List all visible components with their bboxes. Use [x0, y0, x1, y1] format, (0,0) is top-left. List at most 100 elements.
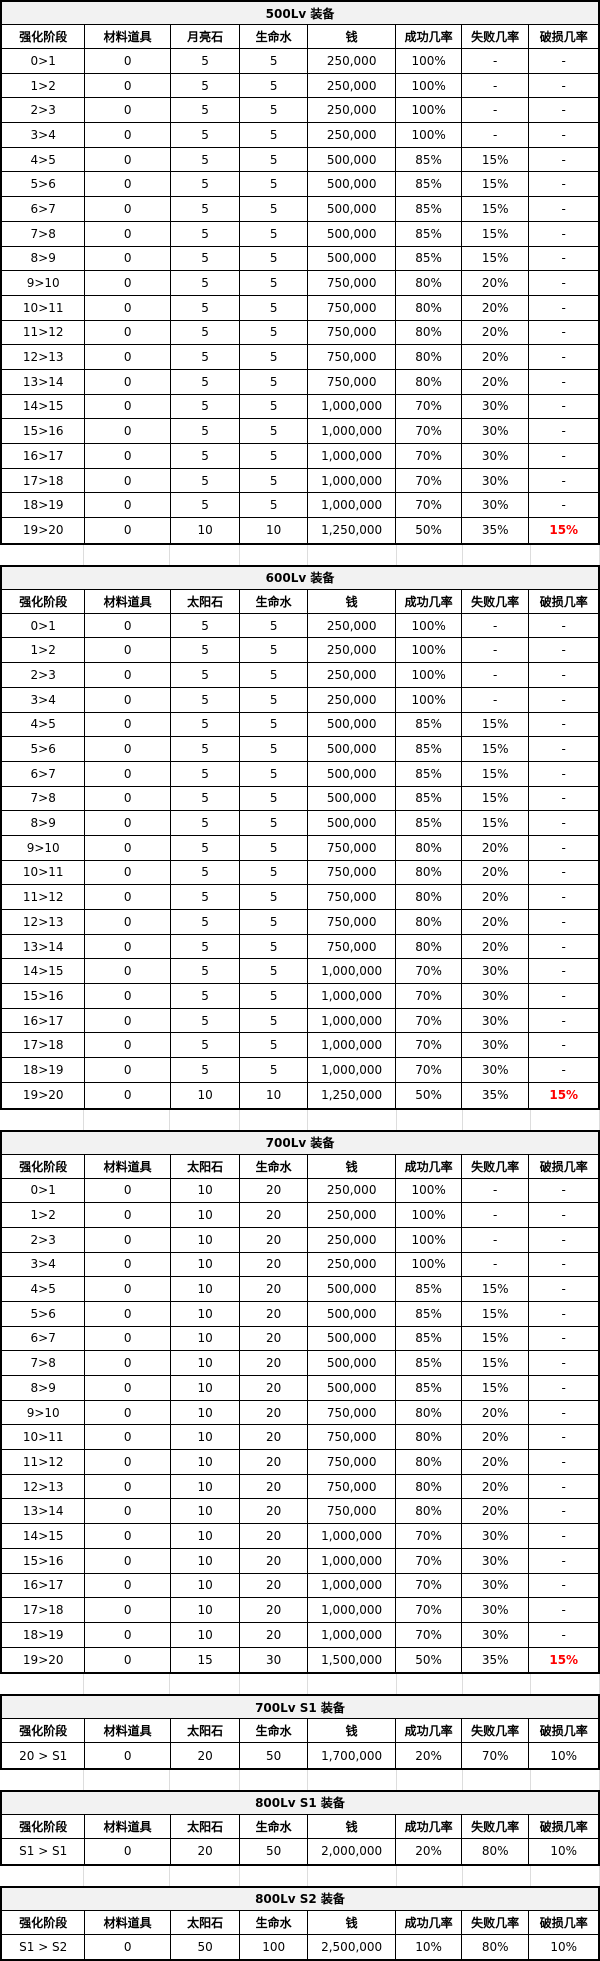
data-cell: 10 [171, 1082, 241, 1108]
data-cell: 250,000 [307, 123, 397, 148]
data-cell: 20% [396, 1838, 462, 1864]
data-cell: 16>17 [2, 1573, 86, 1599]
data-cell: 30% [461, 468, 530, 494]
data-cell: 5 [240, 493, 308, 519]
data-cell: 15% [461, 197, 530, 222]
data-cell: 100% [396, 1178, 462, 1204]
data-cell: 5 [240, 394, 308, 420]
data-cell: 500,000 [307, 1277, 397, 1302]
blank-cell [240, 544, 308, 565]
blank-row [0, 1109, 600, 1130]
data-cell: 100% [396, 98, 462, 124]
data-cell: 6>7 [2, 761, 86, 787]
header-cell: 破损几率 [529, 1155, 598, 1179]
data-cell: - [529, 663, 598, 688]
data-cell: 20 [240, 1524, 308, 1549]
data-cell: - [529, 614, 598, 639]
data-cell: - [461, 98, 530, 124]
data-cell: 5 [240, 419, 308, 444]
data-cell: 70% [396, 1598, 462, 1623]
data-cell: 30% [461, 493, 530, 519]
header-row: 强化阶段 材料道具 太阳石 生命水钱成功几率 失败几率 破损几率 [2, 1910, 598, 1935]
data-cell: 30% [461, 1008, 530, 1034]
blank-cell [0, 1109, 84, 1130]
data-cell: 500,000 [307, 172, 397, 198]
data-cell: - [529, 836, 598, 861]
data-cell: 0 [85, 1252, 171, 1278]
data-cell: 250,000 [307, 613, 397, 639]
data-cell: 14>15 [2, 394, 86, 420]
data-cell: 15>16 [2, 419, 86, 444]
header-cell: 失败几率 [461, 25, 530, 49]
data-cell: 10% [550, 1844, 578, 1859]
data-cell: 5 [240, 468, 308, 494]
data-cell: 20% [461, 1450, 530, 1475]
data-cell: 12>13 [2, 1474, 86, 1500]
data-cell: 13>14 [2, 934, 86, 960]
data-row: 14>15 0 5 5 1,000,000 70% 30% - [2, 394, 598, 420]
data-cell: 10 [170, 1277, 241, 1302]
data-cell: 0 [85, 1838, 171, 1864]
data-cell: 750,000 [307, 910, 397, 935]
data-cell: - [529, 197, 598, 222]
header-cell: 破损几率 [529, 590, 598, 614]
data-row: 6>7 0 10 20 500,000 85% 15% - [2, 1326, 598, 1352]
data-cell: 0 [85, 320, 171, 346]
data-cell: 70% [396, 1008, 462, 1034]
data-cell: 35% [462, 1082, 530, 1108]
data-cell: - [529, 638, 598, 664]
blank-cell [240, 1865, 308, 1886]
data-cell: 80% [462, 1934, 530, 1960]
data-cell: 750,000 [307, 885, 397, 910]
data-row: 7>8 0 5 5 500,000 85% 15% - [2, 221, 598, 247]
data-cell: S1 > S2 [2, 1934, 86, 1960]
data-cell: 10 [170, 1178, 241, 1204]
data-cell: 0 [85, 885, 171, 910]
data-row: 13>14 0 5 5 750,000 80% 20% - [2, 934, 598, 960]
blank-cell [84, 1865, 170, 1886]
data-cell: 500,000 [307, 1376, 397, 1401]
data-cell: 10 [240, 518, 308, 543]
blank-cell [0, 1674, 84, 1695]
data-cell: 85% [396, 246, 462, 272]
data-row: 13>14 0 10 20 750,000 80% 20% - [2, 1499, 598, 1525]
data-cell: - [529, 1228, 598, 1253]
data-row: 1>2 0 5 5 250,000 100% - - [2, 638, 598, 664]
data-row: 8>9 0 5 5 500,000 85% 15% - [2, 246, 598, 272]
data-cell: 20% [396, 1743, 462, 1768]
data-cell: 250,000 [307, 1227, 397, 1253]
data-cell: 5 [240, 147, 308, 173]
data-cell: 0 [85, 1082, 171, 1108]
data-cell: - [529, 469, 598, 494]
blank-cell [397, 1865, 463, 1886]
data-cell: 70% [396, 1524, 462, 1549]
data-cell: 70% [396, 493, 462, 519]
data-cell: 5 [240, 934, 308, 960]
data-cell: 5 [170, 835, 241, 861]
data-cell: 80% [396, 271, 462, 296]
blank-cell [308, 1674, 397, 1695]
data-cell: 0 [85, 984, 171, 1009]
data-cell: 500,000 [307, 197, 397, 222]
data-cell: 0 [85, 1203, 171, 1228]
data-cell: 10% [550, 1939, 578, 1954]
data-row: 7>8 0 10 20 500,000 85% 15% - [2, 1351, 598, 1376]
data-cell: 20 [240, 1326, 308, 1352]
data-cell: 1>2 [2, 73, 86, 99]
data-cell: 15% [461, 1326, 530, 1352]
data-cell: 80% [396, 1425, 462, 1451]
data-cell: 0 [85, 172, 171, 198]
data-row: 1>2 0 5 5 250,000 100% - - [2, 73, 598, 99]
data-cell: 0 [85, 1277, 171, 1302]
header-cell: 强化阶段 [2, 1719, 86, 1744]
data-cell: 20 [240, 1277, 308, 1302]
data-row: 3>4 0 5 5 250,000 100% - - [2, 123, 598, 148]
data-cell: - [529, 885, 598, 910]
data-cell: 8>9 [2, 246, 86, 272]
data-cell: 2>3 [2, 1227, 86, 1253]
data-cell: 18>19 [2, 1622, 86, 1648]
data-cell: 7>8 [2, 786, 86, 812]
data-cell: 1,250,000 [308, 1082, 397, 1108]
data-cell: 4>5 [2, 147, 86, 173]
data-cell: 5 [170, 910, 241, 935]
